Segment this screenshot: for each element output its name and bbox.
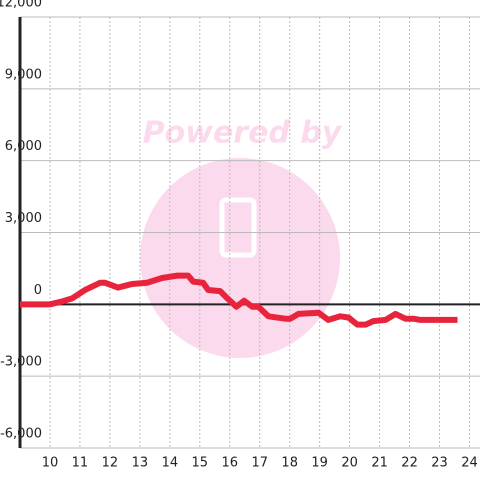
x-tick-label: 16: [221, 456, 238, 471]
x-tick-label: 20: [341, 456, 358, 471]
x-tick-label: 11: [72, 456, 89, 471]
y-tick-label: 6,000: [5, 139, 42, 154]
x-tick-label: 10: [42, 456, 59, 471]
x-tick-label: 19: [311, 456, 328, 471]
watermark-circle: [140, 158, 340, 358]
watermark: Powered by: [140, 116, 343, 358]
x-tick-label: 15: [192, 456, 209, 471]
y-tick-label: 9,000: [5, 67, 42, 82]
x-tick-label: 17: [251, 456, 268, 471]
x-tick-label: 23: [431, 456, 448, 471]
x-tick-label: 14: [162, 456, 179, 471]
x-tick-label: 24: [461, 456, 478, 471]
x-tick-label: 12: [102, 456, 119, 471]
watermark-text: Powered by: [143, 116, 343, 151]
x-tick-label: 18: [281, 456, 298, 471]
x-tick-label: 13: [132, 456, 149, 471]
data-line: [20, 272, 458, 328]
y-tick-label: 0: [34, 283, 42, 298]
x-tick-label: 22: [401, 456, 418, 471]
x-tick-label: 21: [371, 456, 388, 471]
y-tick-label: 12,000: [0, 0, 42, 11]
watermark-icon: [219, 197, 257, 258]
y-tick-label: 3,000: [5, 211, 42, 226]
